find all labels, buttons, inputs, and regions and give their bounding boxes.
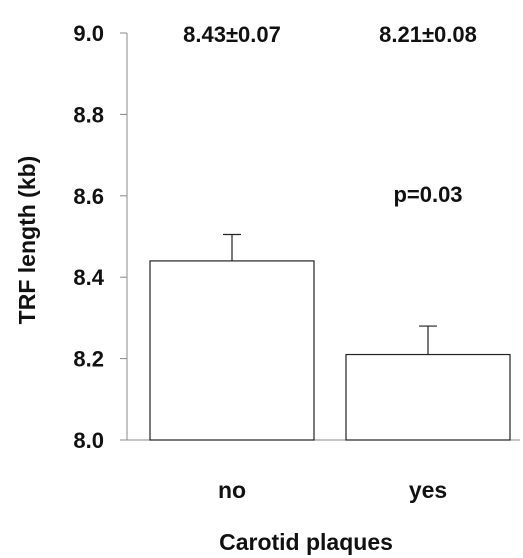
bars — [149, 260, 511, 441]
y-axis: 8.0 8.2 8.4 8.6 8.8 9.0 — [73, 21, 128, 453]
y-tick-label: 8.4 — [73, 265, 104, 290]
y-axis-label: TRF length (kb) — [14, 156, 40, 325]
bar-no — [149, 260, 315, 441]
y-tick-label: 8.6 — [73, 184, 104, 209]
x-tick-label-yes: yes — [409, 477, 447, 503]
x-tick-label-no: no — [218, 477, 246, 503]
value-label-yes: 8.21±0.08 — [379, 22, 477, 47]
y-ticks: 8.0 8.2 8.4 8.6 8.8 9.0 — [73, 21, 127, 453]
error-bars — [223, 233, 437, 355]
y-tick-label: 9.0 — [73, 21, 104, 46]
error-bar-yes — [419, 325, 437, 355]
y-tick-label: 8.0 — [73, 428, 104, 453]
p-value-annotation: p=0.03 — [393, 182, 462, 207]
value-label-no: 8.43±0.07 — [183, 22, 281, 47]
value-labels: 8.43±0.07 8.21±0.08 — [183, 22, 477, 47]
error-bar-no — [223, 233, 241, 261]
x-axis-label: Carotid plaques — [219, 529, 393, 555]
y-tick-label: 8.8 — [73, 102, 104, 127]
bar-yes — [345, 353, 511, 441]
x-axis: no yes — [120, 439, 520, 503]
y-tick-label: 8.2 — [73, 347, 104, 372]
x-ticks: no yes — [218, 477, 447, 503]
